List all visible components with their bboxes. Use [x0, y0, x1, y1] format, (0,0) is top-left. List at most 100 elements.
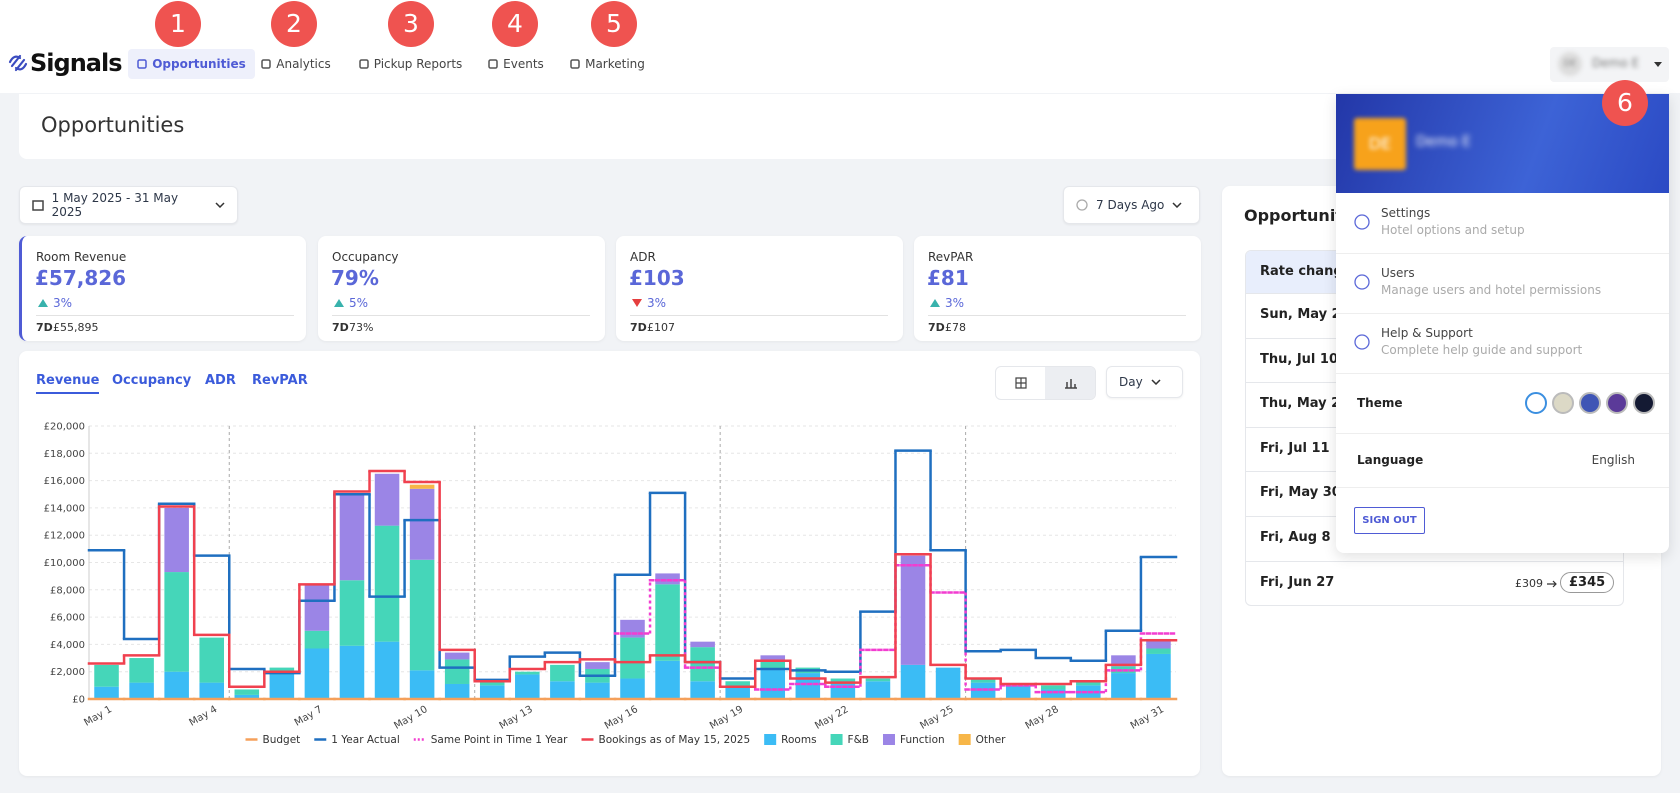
theme-swatch[interactable]: [1579, 392, 1601, 414]
table-icon-shape: [1015, 377, 1027, 389]
bar-segment: [760, 668, 786, 699]
x-tick-label: May 22: [813, 704, 850, 732]
row-date: Sun, May 25: [1260, 307, 1350, 322]
x-tick-label: May 10: [392, 704, 429, 732]
chart-tab[interactable]: Occupancy: [112, 373, 192, 388]
kpi-card: Room Revenue £57,826 3% 7D £55,895: [19, 236, 306, 341]
bar-segment: [1041, 689, 1066, 699]
nav-item[interactable]: Events: [482, 49, 550, 79]
theme-swatch[interactable]: [1552, 392, 1574, 414]
bar-segment: [199, 682, 224, 699]
menu-item[interactable]: Help & Support Complete help guide and su…: [1336, 314, 1669, 374]
row-date: Fri, Jul 11: [1260, 440, 1330, 456]
nav-icon-shape: [261, 59, 271, 69]
y-tick-label: £16,000: [44, 476, 85, 487]
theme-swatch[interactable]: [1606, 392, 1628, 414]
callout-badge: 6: [1602, 80, 1648, 126]
bar-segment: [515, 674, 540, 699]
chart-tab[interactable]: RevPAR: [252, 373, 308, 388]
callout-badge: 2: [271, 1, 317, 47]
sign-out-button[interactable]: SIGN OUT: [1354, 507, 1425, 534]
caret: [1654, 62, 1662, 67]
clock-icon: [1076, 199, 1088, 211]
bar-segment: [795, 673, 821, 699]
y-tick-label: £12,000: [44, 531, 85, 542]
bar-segment: [444, 659, 470, 684]
bar-segment: [760, 655, 786, 661]
kpi-value: £103: [629, 266, 685, 290]
bar-segment: [1146, 648, 1171, 654]
kpi-label: Room Revenue: [36, 250, 127, 264]
x-tick-label: May 16: [603, 704, 640, 732]
top-nav: Signals Opportunities Analytics Pickup Repo…: [0, 0, 1680, 93]
table-row[interactable]: Fri, Jun 27 £309 £345: [1246, 560, 1623, 606]
legend-label: F&B: [848, 734, 869, 746]
bar-segment: [479, 685, 505, 699]
y-tick-label: £6,000: [50, 613, 85, 624]
granularity-picker[interactable]: Day: [1106, 366, 1183, 398]
bar-segment: [585, 662, 610, 669]
logo-mark: [8, 54, 28, 72]
bar-segment: [830, 678, 856, 684]
trend-arrow: [632, 299, 642, 307]
nav-item[interactable]: Pickup Reports: [353, 49, 468, 79]
bar-segment: [690, 681, 715, 699]
date-range: 1 May 2025 - 31 May 2025: [51, 191, 179, 219]
nav-label: Events: [503, 57, 544, 71]
nav-item[interactable]: Opportunities: [128, 49, 255, 79]
language-value: English: [1591, 453, 1635, 467]
theme-swatch[interactable]: [1525, 392, 1547, 414]
trend-arrow-shape: [334, 299, 344, 307]
granularity-label: Day: [1119, 375, 1143, 389]
bar-segment: [725, 681, 750, 687]
bar-segment: [550, 681, 575, 699]
callout-badge: 4: [492, 1, 538, 47]
theme-label: Theme: [1357, 396, 1403, 410]
legend-label: Function: [900, 734, 945, 746]
bar-segment: [1041, 685, 1066, 690]
kpi-card: Occupancy 79% 5% 7D 73%: [318, 236, 605, 341]
chart-tab[interactable]: ADR: [205, 373, 236, 388]
legend-label: Other: [976, 734, 1006, 746]
menu-item-subtitle: Manage users and hotel permissions: [1381, 283, 1602, 297]
row-date: Thu, May 22: [1260, 396, 1350, 412]
theme-swatch[interactable]: [1633, 392, 1655, 414]
nav-icon: [488, 59, 498, 69]
nav-icon: [137, 59, 147, 69]
bar-segment: [164, 671, 189, 699]
menu-item-subtitle: Complete help guide and support: [1381, 343, 1583, 357]
kpi-compare-prefix: 7D: [332, 321, 349, 334]
bar-segment: [304, 648, 330, 699]
chart-view-button[interactable]: [1045, 367, 1095, 399]
bar-segment: [304, 584, 330, 631]
y-tick-label: £4,000: [50, 640, 85, 651]
divider: [36, 315, 294, 316]
legend: Budget 1 Year Actual Same Point in Time 1 …: [245, 734, 1006, 746]
chevron-shape: [215, 202, 225, 208]
compare-picker[interactable]: 7 Days Ago: [1063, 186, 1200, 224]
legend-swatch: [764, 734, 777, 745]
menu-item[interactable]: Settings Hotel options and setup: [1336, 194, 1669, 254]
kpi-value: £81: [927, 266, 969, 290]
nav-item[interactable]: Marketing: [565, 49, 650, 79]
calendar-shape: [32, 200, 44, 211]
bar-segment: [585, 682, 610, 699]
y-tick-label: £20,000: [44, 422, 85, 433]
y-tick-label: £10,000: [44, 558, 85, 569]
page-title: Opportunities: [41, 113, 185, 137]
date-range-picker[interactable]: 1 May 2025 - 31 May 2025: [19, 186, 238, 224]
chart-card: Revenue Occupancy ADR RevPAR Day £0 £2,000 £4,0…: [19, 351, 1200, 776]
user-menu-button[interactable]: DE Demo E: [1550, 47, 1669, 82]
nav-item[interactable]: Analytics: [256, 49, 336, 79]
menu-item[interactable]: Users Manage users and hotel permissions: [1336, 254, 1669, 314]
compare-label: 7 Days Ago: [1096, 198, 1165, 212]
y-tick-label: £0: [72, 695, 85, 706]
chart-tab[interactable]: Revenue: [36, 373, 100, 394]
chevron-shape: [1151, 379, 1161, 385]
menu-name: Demo E: [1416, 134, 1471, 150]
trend-arrow-shape: [930, 299, 940, 307]
menu-icon-shape: [1354, 274, 1370, 290]
bar-segment: [725, 686, 750, 699]
nav-icon-shape: [358, 59, 369, 69]
y-tick-label: £18,000: [44, 449, 85, 460]
